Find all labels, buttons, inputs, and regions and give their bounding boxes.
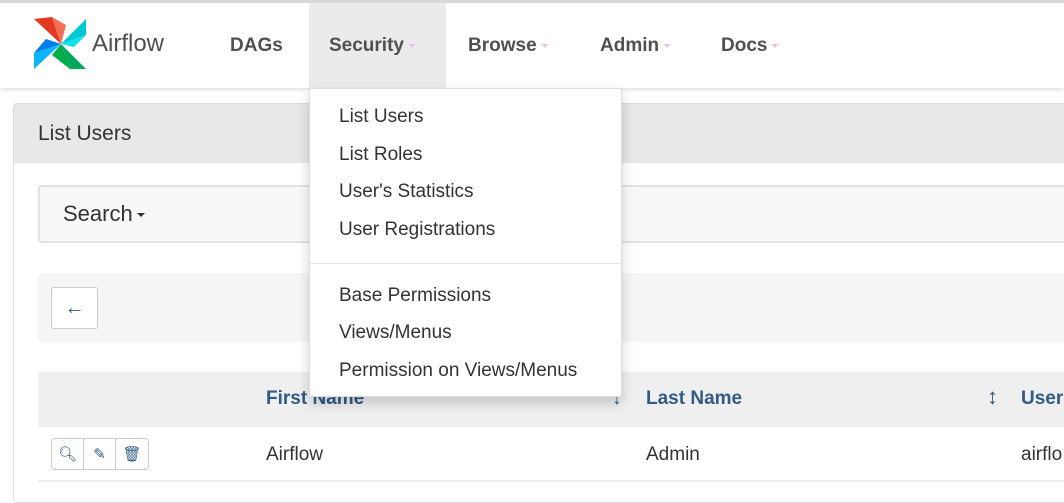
back-button[interactable]: ←: [51, 287, 98, 329]
nav-docs-label: Docs: [721, 35, 768, 56]
table-row: 🔍︎ ✎ 🗑︎ Airflow Admin airflo: [38, 427, 1064, 482]
menu-permission-views-menus[interactable]: Permission on Views/Menus: [339, 360, 578, 381]
caret-down-icon: [407, 43, 416, 48]
nav-security-label: Security: [329, 35, 404, 56]
top-navbar: Airflow DAGs Security Browse Admin Docs: [0, 0, 1064, 88]
search-label: Search: [63, 201, 133, 226]
table-header: First Name ↓ Last Name ↕ User: [38, 372, 1064, 427]
menu-base-permissions[interactable]: Base Permissions: [339, 285, 492, 306]
edit-icon: ✎: [93, 446, 106, 463]
sort-icon[interactable]: ↕: [987, 384, 998, 409]
menu-divider: [310, 263, 621, 264]
row-actions: 🔍︎ ✎ 🗑︎: [51, 438, 149, 470]
edit-record-button[interactable]: ✎: [84, 439, 116, 469]
nav-dags-label: DAGs: [230, 35, 283, 56]
menu-user-registrations[interactable]: User Registrations: [339, 219, 496, 240]
trash-icon: 🗑︎: [122, 446, 142, 463]
brand-logo[interactable]: Airflow: [34, 17, 164, 71]
airflow-pinwheel-icon: [34, 17, 86, 69]
nav-browse[interactable]: Browse: [448, 3, 569, 88]
search-icon: 🔍︎: [57, 446, 78, 463]
menu-list-roles[interactable]: List Roles: [339, 144, 423, 165]
arrow-left-icon: ←: [64, 296, 85, 319]
nav-security[interactable]: Security: [309, 3, 446, 88]
menu-list-users[interactable]: List Users: [339, 106, 424, 127]
cell-last-name: Admin: [646, 444, 700, 465]
nav-dags[interactable]: DAGs: [210, 3, 303, 88]
nav-admin-label: Admin: [600, 35, 660, 56]
caret-down-icon: [540, 43, 549, 48]
delete-record-button[interactable]: 🗑︎: [116, 439, 148, 469]
caret-down-icon: [136, 213, 145, 218]
sort-icon[interactable]: ↓: [612, 388, 622, 409]
cell-first-name: Airflow: [266, 444, 324, 465]
show-record-button[interactable]: 🔍︎: [52, 439, 84, 469]
brand-name: Airflow: [92, 30, 165, 57]
security-dropdown-menu: List Users List Roles User's Statistics …: [309, 88, 622, 397]
nav-admin[interactable]: Admin: [580, 3, 691, 88]
nav-docs[interactable]: Docs: [701, 3, 799, 88]
column-user-name[interactable]: User: [1021, 388, 1064, 409]
caret-down-icon: [771, 43, 780, 48]
caret-down-icon: [663, 43, 672, 48]
menu-user-statistics[interactable]: User's Statistics: [339, 181, 474, 202]
column-last-name[interactable]: Last Name: [646, 388, 743, 409]
cell-username: airflo: [1021, 444, 1063, 465]
menu-views-menus[interactable]: Views/Menus: [339, 322, 452, 343]
nav-browse-label: Browse: [468, 35, 537, 56]
